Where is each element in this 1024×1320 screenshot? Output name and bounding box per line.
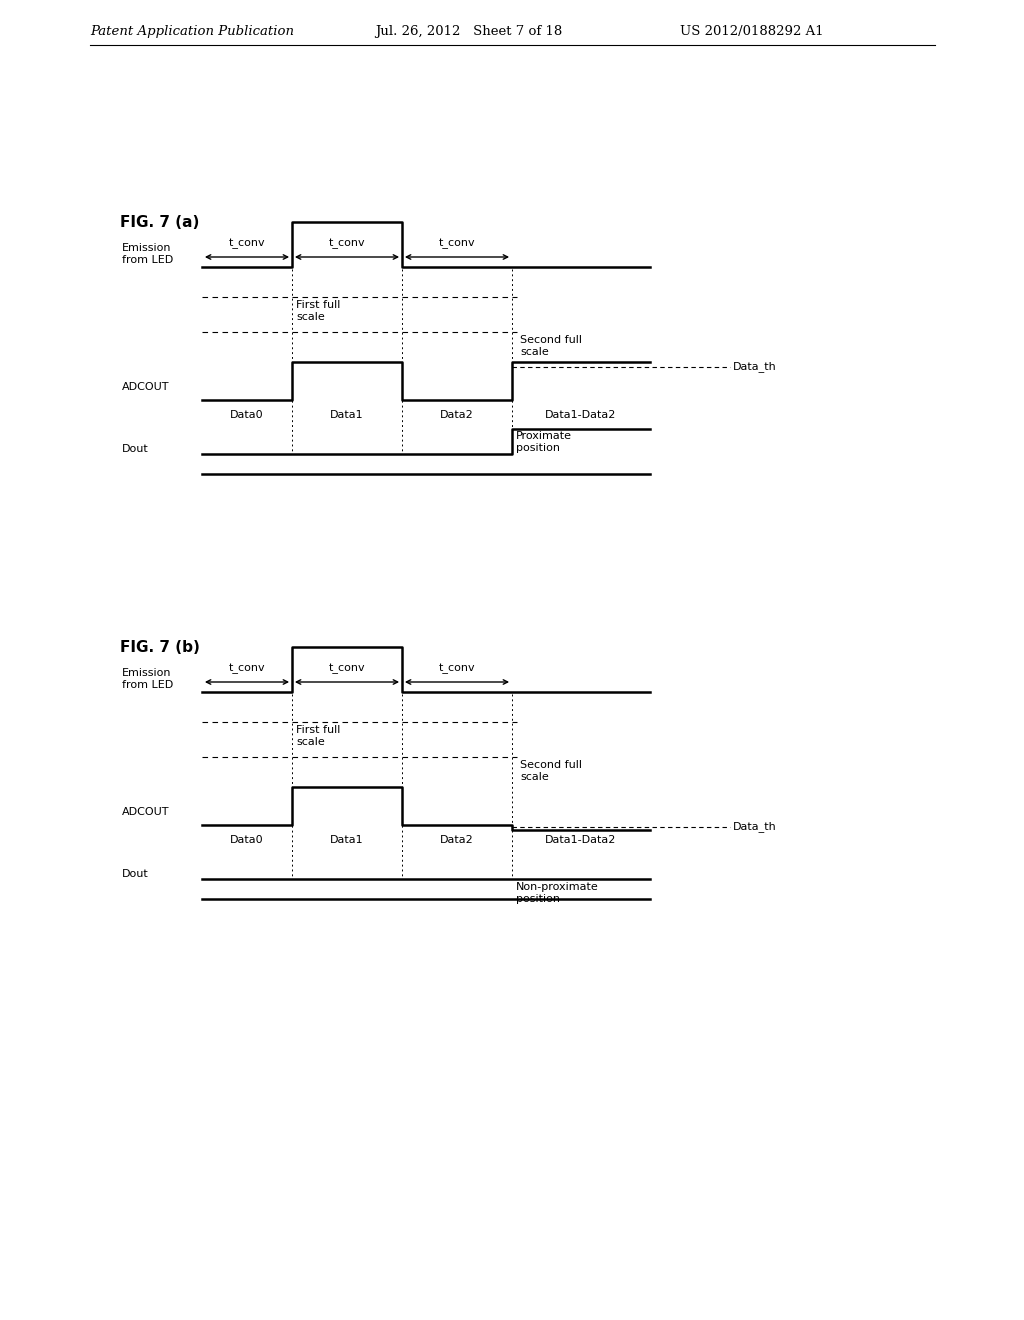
Text: Non-proximate
position: Non-proximate position bbox=[516, 882, 599, 904]
Text: Patent Application Publication: Patent Application Publication bbox=[90, 25, 294, 38]
Text: Second full
scale: Second full scale bbox=[520, 760, 582, 781]
Text: Data1: Data1 bbox=[330, 836, 364, 845]
Text: t_conv: t_conv bbox=[438, 239, 475, 249]
Text: t_conv: t_conv bbox=[228, 664, 265, 675]
Text: Data0: Data0 bbox=[230, 836, 264, 845]
Text: t_conv: t_conv bbox=[438, 664, 475, 675]
Text: Data2: Data2 bbox=[440, 836, 474, 845]
Text: FIG. 7 (a): FIG. 7 (a) bbox=[120, 215, 200, 230]
Text: ADCOUT: ADCOUT bbox=[122, 381, 170, 392]
Text: Data2: Data2 bbox=[440, 411, 474, 420]
Text: Dout: Dout bbox=[122, 444, 148, 454]
Text: First full
scale: First full scale bbox=[296, 725, 340, 747]
Text: Data_th: Data_th bbox=[733, 821, 777, 833]
Text: t_conv: t_conv bbox=[329, 664, 366, 675]
Text: Data1: Data1 bbox=[330, 411, 364, 420]
Text: Emission
from LED: Emission from LED bbox=[122, 243, 173, 264]
Text: Data1-Data2: Data1-Data2 bbox=[546, 836, 616, 845]
Text: FIG. 7 (b): FIG. 7 (b) bbox=[120, 640, 200, 655]
Text: First full
scale: First full scale bbox=[296, 300, 340, 322]
Text: t_conv: t_conv bbox=[329, 239, 366, 249]
Text: Second full
scale: Second full scale bbox=[520, 335, 582, 356]
Text: Data_th: Data_th bbox=[733, 362, 777, 372]
Text: Proximate
position: Proximate position bbox=[516, 432, 572, 453]
Text: Data1-Data2: Data1-Data2 bbox=[546, 411, 616, 420]
Text: t_conv: t_conv bbox=[228, 239, 265, 249]
Text: Data0: Data0 bbox=[230, 411, 264, 420]
Text: Emission
from LED: Emission from LED bbox=[122, 668, 173, 689]
Text: Dout: Dout bbox=[122, 869, 148, 879]
Text: US 2012/0188292 A1: US 2012/0188292 A1 bbox=[680, 25, 823, 38]
Text: ADCOUT: ADCOUT bbox=[122, 807, 170, 817]
Text: Jul. 26, 2012   Sheet 7 of 18: Jul. 26, 2012 Sheet 7 of 18 bbox=[375, 25, 562, 38]
